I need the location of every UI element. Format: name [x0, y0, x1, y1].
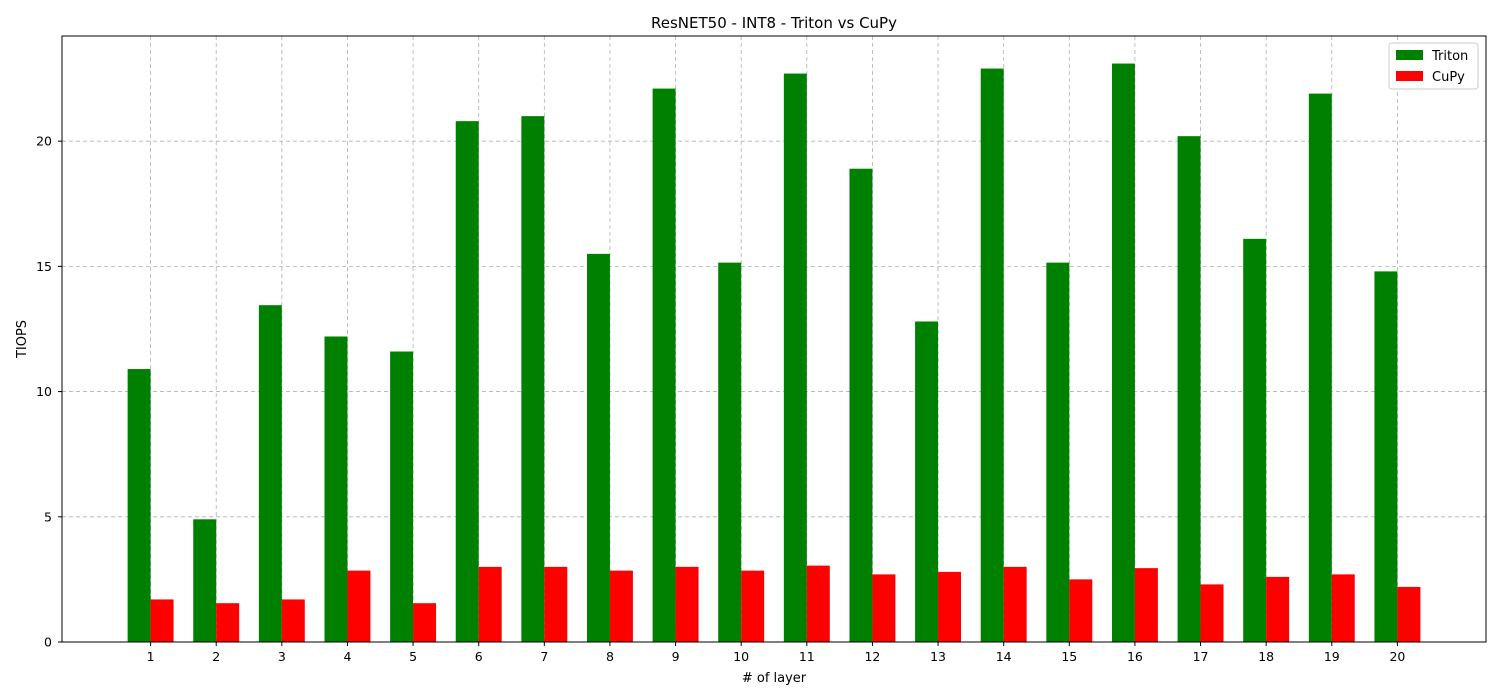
x-tick-label: 18 — [1258, 649, 1274, 664]
bar-cupy-16 — [1134, 568, 1158, 642]
bars-layer — [127, 63, 1421, 643]
bar-triton-15 — [1046, 262, 1070, 642]
chart-title: ResNET50 - INT8 - Triton vs CuPy — [651, 14, 897, 32]
x-tick-label: 20 — [1389, 649, 1405, 664]
bar-triton-6 — [455, 121, 479, 642]
bar-triton-16 — [1111, 63, 1135, 642]
bar-triton-10 — [718, 262, 742, 642]
bar-cupy-8 — [609, 570, 633, 642]
y-tick-label: 20 — [36, 134, 52, 149]
x-tick-label: 3 — [278, 649, 286, 664]
bar-triton-8 — [586, 253, 610, 642]
bar-triton-20 — [1374, 271, 1398, 642]
bar-triton-7 — [521, 116, 545, 643]
bar-cupy-18 — [1266, 576, 1290, 642]
legend-label-triton: Triton — [1431, 49, 1468, 64]
x-tick-label: 16 — [1127, 649, 1143, 664]
bar-triton-19 — [1308, 93, 1332, 643]
bar-triton-12 — [849, 168, 873, 643]
bar-cupy-10 — [741, 570, 765, 642]
bar-cupy-17 — [1200, 584, 1224, 642]
x-tick-label: 2 — [212, 649, 220, 664]
bar-cupy-15 — [1069, 579, 1093, 642]
y-tick-label: 10 — [36, 384, 52, 399]
bar-cupy-5 — [413, 603, 437, 642]
plot-frame — [61, 35, 1487, 643]
x-tick-label: 10 — [733, 649, 749, 664]
x-tick-label: 4 — [343, 649, 351, 664]
bar-cupy-6 — [478, 566, 502, 642]
bar-triton-9 — [652, 88, 676, 642]
x-tick-label: 8 — [606, 649, 614, 664]
x-tick-label: 17 — [1193, 649, 1209, 664]
y-tick-label: 0 — [44, 635, 52, 650]
legend-swatch-cupy — [1396, 71, 1423, 81]
legend-label-cupy: CuPy — [1432, 70, 1465, 85]
bar-cupy-20 — [1397, 586, 1421, 642]
bar-cupy-9 — [675, 566, 699, 642]
legend: Triton CuPy — [1388, 42, 1479, 90]
bar-cupy-2 — [216, 603, 240, 642]
x-tick-label: 13 — [930, 649, 946, 664]
bar-triton-18 — [1243, 238, 1267, 642]
bar-triton-11 — [783, 73, 807, 642]
bar-cupy-11 — [806, 565, 830, 642]
bar-cupy-4 — [347, 570, 371, 642]
x-tick-label: 5 — [409, 649, 417, 664]
bar-cupy-13 — [938, 571, 962, 642]
bar-cupy-7 — [544, 566, 568, 642]
x-tick-label: 12 — [864, 649, 880, 664]
bar-triton-3 — [258, 305, 282, 642]
bar-cupy-19 — [1331, 574, 1355, 642]
x-tick-label: 14 — [996, 649, 1012, 664]
y-tick-label: 15 — [36, 259, 52, 274]
bar-cupy-12 — [872, 574, 896, 642]
bar-cupy-1 — [150, 599, 174, 642]
bar-triton-5 — [390, 351, 414, 642]
y-axis-label: TIOPS — [15, 320, 30, 359]
bar-triton-1 — [127, 369, 151, 642]
x-tick-label: 9 — [672, 649, 680, 664]
legend-swatch-triton — [1396, 50, 1423, 60]
x-tick-label: 11 — [799, 649, 815, 664]
bar-triton-2 — [193, 519, 217, 642]
y-tick-label: 5 — [44, 509, 52, 524]
bar-cupy-3 — [281, 599, 305, 642]
x-tick-label: 19 — [1324, 649, 1340, 664]
x-axis-label: # of layer — [742, 671, 807, 686]
bar-triton-14 — [980, 68, 1004, 643]
bar-triton-17 — [1177, 136, 1201, 642]
x-tick-label: 6 — [475, 649, 483, 664]
bar-triton-4 — [324, 336, 348, 642]
x-tick-label: 1 — [147, 649, 155, 664]
bar-cupy-14 — [1003, 566, 1027, 642]
x-tick-label: 15 — [1061, 649, 1077, 664]
x-tick-label: 7 — [540, 649, 548, 664]
bar-triton-13 — [915, 321, 939, 642]
